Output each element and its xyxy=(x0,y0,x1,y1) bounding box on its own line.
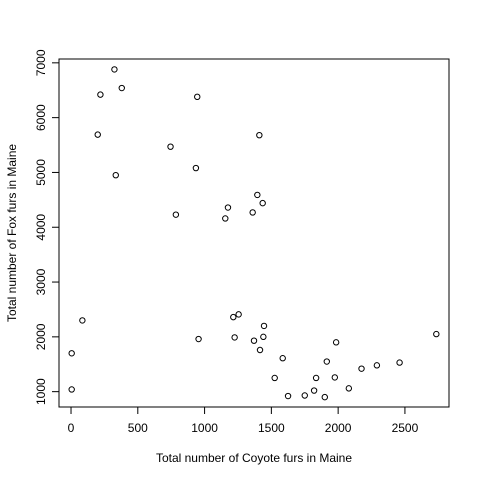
data-point xyxy=(118,84,125,92)
data-point xyxy=(331,374,339,381)
data-point xyxy=(260,333,267,341)
x-axis: 0 500 1000 1500 2000 2500 xyxy=(68,406,419,435)
data-point xyxy=(222,215,229,222)
data-point xyxy=(256,346,264,354)
data-point xyxy=(260,322,268,330)
data-point xyxy=(167,143,174,150)
data-point xyxy=(79,317,86,324)
data-point xyxy=(323,358,330,365)
data-point xyxy=(373,362,381,369)
data-point xyxy=(97,91,104,98)
data-point xyxy=(345,385,353,392)
data-point xyxy=(230,313,237,321)
data-point xyxy=(231,334,238,341)
data-point xyxy=(192,164,200,172)
data-point xyxy=(94,131,101,138)
x-tick-label: 0 xyxy=(68,421,75,435)
data-point xyxy=(111,66,118,73)
y-tick-label: 5000 xyxy=(34,159,48,186)
data-point xyxy=(256,131,263,139)
x-tick-label: 2500 xyxy=(392,421,419,435)
y-tick-label: 4000 xyxy=(34,214,48,241)
x-tick-label: 2000 xyxy=(325,421,352,435)
data-point xyxy=(259,199,266,207)
y-tick-label: 1000 xyxy=(34,378,48,405)
data-point xyxy=(195,335,202,343)
data-point xyxy=(68,350,75,357)
y-tick-label: 2000 xyxy=(34,323,48,350)
x-tick-label: 1000 xyxy=(191,421,218,435)
y-tick-label: 7000 xyxy=(34,49,48,76)
data-points xyxy=(68,66,440,401)
data-point xyxy=(249,209,256,216)
data-point xyxy=(433,330,440,338)
data-point xyxy=(172,211,180,218)
data-point xyxy=(321,393,328,401)
data-point xyxy=(224,204,232,211)
data-point xyxy=(68,386,75,393)
y-axis: 1000 2000 3000 4000 5000 6000 7000 xyxy=(34,49,60,405)
data-point xyxy=(194,93,201,101)
data-point xyxy=(301,392,308,399)
data-point xyxy=(279,355,286,362)
data-point xyxy=(310,387,318,394)
data-point xyxy=(284,392,292,400)
data-point xyxy=(396,359,403,366)
x-tick-label: 500 xyxy=(128,421,148,435)
y-axis-label: Total number of Fox furs in Maine xyxy=(5,144,19,322)
data-point xyxy=(112,171,119,179)
data-point xyxy=(250,337,258,344)
x-tick-label: 1500 xyxy=(258,421,285,435)
data-point xyxy=(332,339,340,346)
data-point xyxy=(312,374,320,382)
data-point xyxy=(271,374,278,382)
y-tick-label: 3000 xyxy=(34,268,48,295)
y-tick-label: 6000 xyxy=(34,104,48,131)
x-axis-label: Total number of Coyote furs in Maine xyxy=(156,451,352,465)
data-point xyxy=(235,311,242,318)
data-point xyxy=(358,365,365,372)
data-point xyxy=(254,191,261,199)
